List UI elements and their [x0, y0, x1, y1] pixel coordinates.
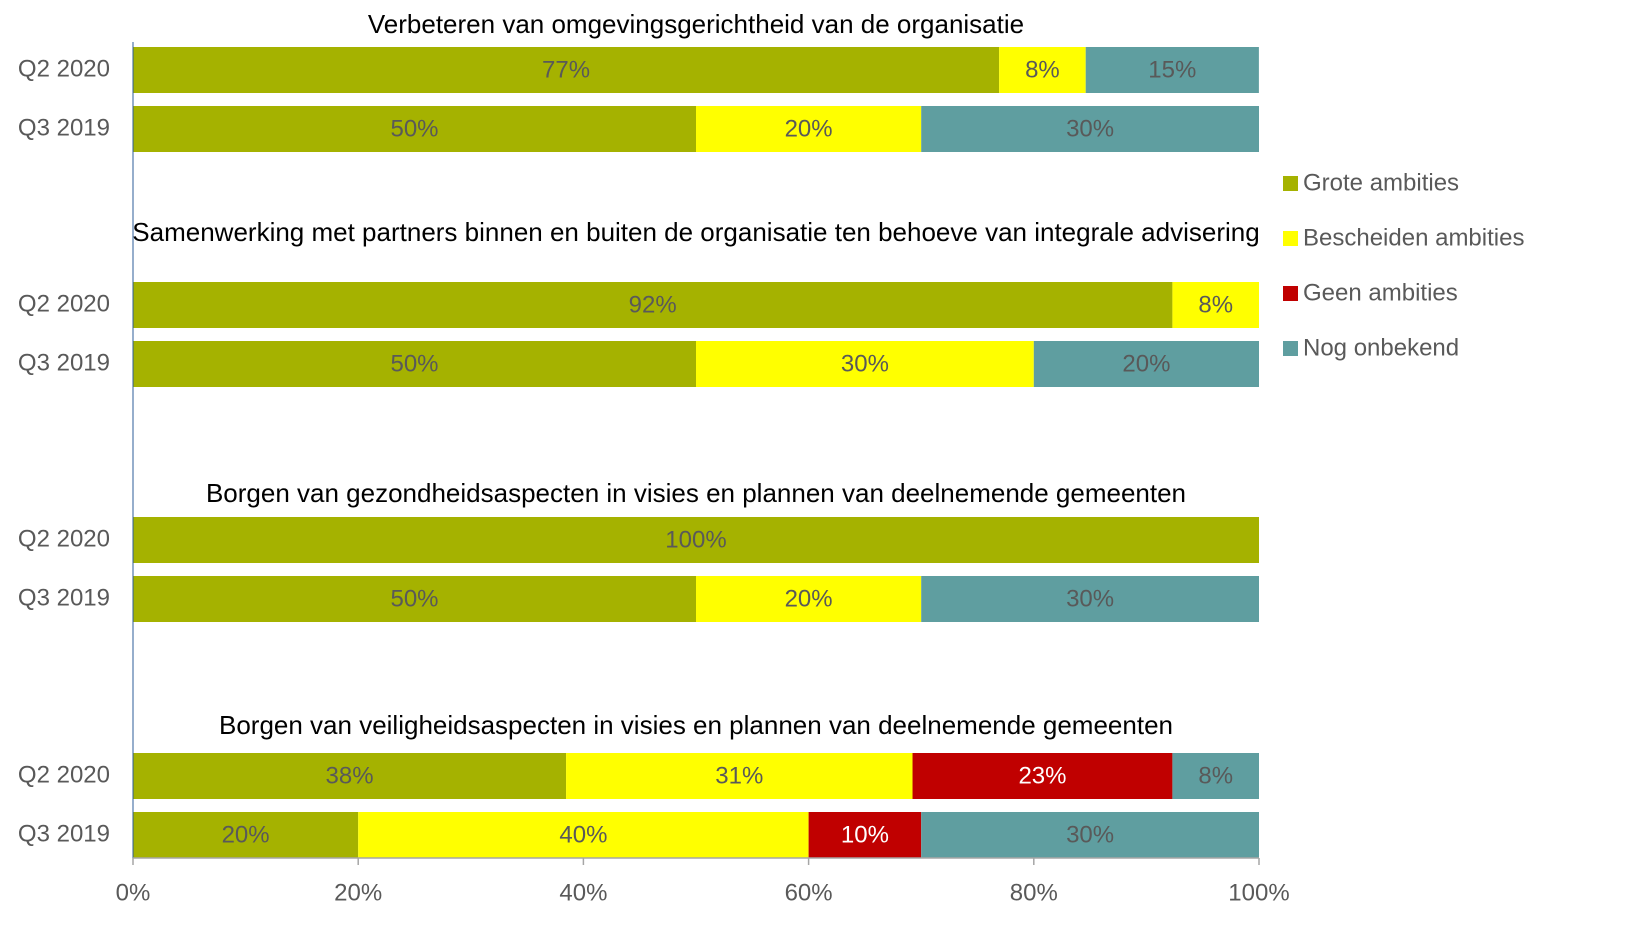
legend-swatch: [1283, 231, 1298, 246]
data-label: 50%: [390, 585, 438, 612]
bar-segment: [133, 812, 359, 858]
bar-segment: [358, 812, 809, 858]
bar-segment: [1033, 341, 1259, 387]
bar-segment: [696, 576, 922, 622]
data-label: 30%: [1066, 821, 1114, 848]
y-tick-label: Q3 2019: [18, 820, 110, 847]
legend-label: Nog onbekend: [1303, 334, 1459, 361]
data-label: 30%: [841, 350, 889, 377]
x-tick-label: 80%: [1010, 879, 1058, 906]
bar-segment: [133, 282, 1173, 328]
data-label: 8%: [1198, 762, 1233, 789]
data-label: 31%: [715, 762, 763, 789]
legend-label: Geen ambities: [1303, 279, 1458, 306]
data-label: 92%: [629, 291, 677, 318]
bar-segment: [999, 47, 1086, 93]
x-tick-label: 0%: [116, 879, 151, 906]
bar-segment: [921, 812, 1259, 858]
y-tick-label: Q3 2019: [18, 114, 110, 141]
y-tick-label: Q2 2020: [18, 761, 110, 788]
bar-segment: [696, 341, 1034, 387]
group-title: Samenwerking met partners binnen en buit…: [132, 217, 1260, 247]
data-label: 30%: [1066, 585, 1114, 612]
bar-segment: [808, 812, 922, 858]
data-label: 50%: [390, 350, 438, 377]
group-title: Borgen van gezondheidsaspecten in visies…: [205, 478, 1187, 508]
x-tick-label: 60%: [785, 879, 833, 906]
data-label: 20%: [222, 821, 270, 848]
bar-segment: [921, 576, 1259, 622]
data-label: 15%: [1148, 56, 1196, 83]
bar-segment: [1085, 47, 1259, 93]
bar-segment: [133, 47, 1000, 93]
legend-swatch: [1283, 341, 1298, 356]
bar-segment: [1172, 282, 1259, 328]
legend-label: Grote ambities: [1303, 169, 1459, 196]
legend-swatch: [1283, 286, 1298, 301]
data-label: 20%: [785, 115, 833, 142]
data-label: 20%: [1122, 350, 1170, 377]
legend-swatch: [1283, 176, 1298, 191]
data-label: 100%: [665, 526, 726, 553]
data-label: 8%: [1198, 291, 1233, 318]
x-tick-label: 40%: [559, 879, 607, 906]
y-tick-label: Q2 2020: [18, 55, 110, 82]
bar-segment: [133, 517, 1259, 563]
data-label: 23%: [1018, 762, 1066, 789]
bar-segment: [566, 753, 913, 799]
legend-label: Bescheiden ambities: [1303, 224, 1524, 251]
y-tick-label: Q2 2020: [18, 290, 110, 317]
x-tick-label: 100%: [1228, 879, 1289, 906]
y-tick-label: Q3 2019: [18, 349, 110, 376]
bar-segment: [133, 576, 696, 622]
y-tick-label: Q2 2020: [18, 525, 110, 552]
data-label: 8%: [1025, 56, 1060, 83]
bar-segment: [912, 753, 1173, 799]
data-label: 20%: [785, 585, 833, 612]
data-label: 30%: [1066, 115, 1114, 142]
data-label: 50%: [390, 115, 438, 142]
group-title: Verbeteren van omgevingsgerichtheid van …: [367, 9, 1025, 39]
bar-segment: [133, 106, 696, 152]
bar-segment: [133, 341, 696, 387]
data-label: 38%: [326, 762, 374, 789]
bar-segment: [1172, 753, 1259, 799]
data-label: 10%: [841, 821, 889, 848]
x-tick-label: 20%: [334, 879, 382, 906]
data-label: 40%: [559, 821, 607, 848]
bar-segment: [133, 753, 567, 799]
y-tick-label: Q3 2019: [18, 584, 110, 611]
bar-segment: [921, 106, 1259, 152]
bar-segment: [696, 106, 922, 152]
data-label: 77%: [542, 56, 590, 83]
group-title: Borgen van veiligheidsaspecten in visies…: [218, 710, 1173, 740]
